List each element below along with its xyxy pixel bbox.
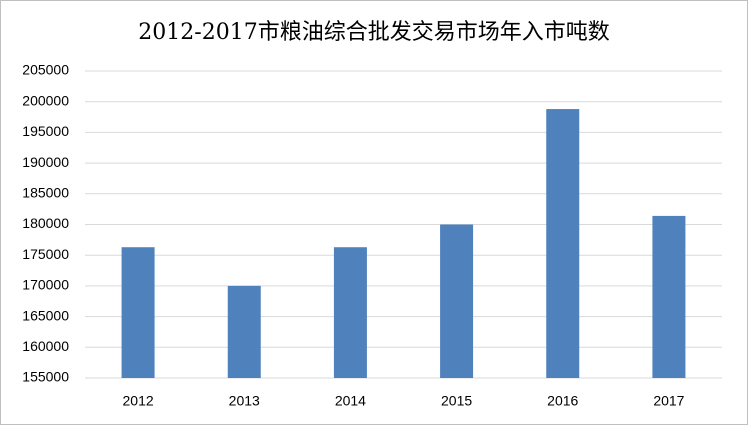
y-tick-label: 170000 xyxy=(22,277,69,293)
x-tick-label: 2014 xyxy=(335,393,366,409)
y-tick-label: 160000 xyxy=(22,338,69,354)
y-tick-label: 175000 xyxy=(22,246,69,262)
y-tick-label: 190000 xyxy=(22,154,69,170)
bar xyxy=(546,109,580,379)
y-tick-label: 195000 xyxy=(22,123,69,139)
x-tick-label: 2015 xyxy=(441,393,472,409)
bar xyxy=(440,224,474,378)
bar xyxy=(333,247,367,378)
x-tick-label: 2013 xyxy=(229,393,260,409)
y-tick-label: 180000 xyxy=(22,215,69,231)
chart-title: 2012-2017市粮油综合批发交易市场年入市吨数 xyxy=(138,20,609,45)
bar xyxy=(227,285,261,378)
y-tick-label: 185000 xyxy=(22,185,69,201)
x-tick-label: 2012 xyxy=(123,393,154,409)
y-tick-label: 200000 xyxy=(22,92,69,108)
x-tick-label: 2017 xyxy=(653,393,684,409)
x-tick-label: 2016 xyxy=(547,393,578,409)
y-tick-label: 155000 xyxy=(22,369,69,385)
bar xyxy=(121,247,155,378)
y-tick-label: 165000 xyxy=(22,307,69,323)
y-tick-label: 205000 xyxy=(22,62,69,78)
bar xyxy=(652,215,686,378)
